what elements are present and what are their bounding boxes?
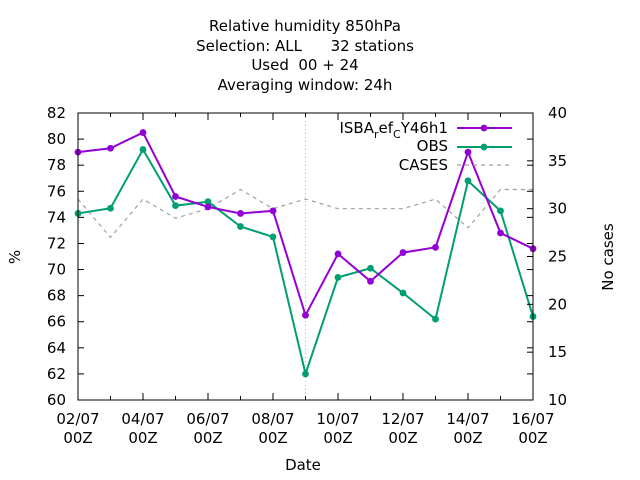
- title-line-3: Used 00 + 24: [251, 56, 358, 74]
- x-tick-label: 12/07: [381, 410, 424, 428]
- y2-tick-label: 15: [548, 343, 567, 361]
- x-tick-sublabel: 00Z: [388, 429, 417, 447]
- x-tick-label: 06/07: [186, 410, 229, 428]
- x-axis: 02/0700Z04/0700Z06/0700Z08/0700Z10/0700Z…: [56, 113, 555, 447]
- y-axis-right: 10 15 20 25 30 35 40: [527, 104, 567, 409]
- y-tick-label: 70: [47, 261, 66, 279]
- y-tick-label: 78: [47, 156, 66, 174]
- x-tick-sublabel: 00Z: [128, 429, 157, 447]
- obs-point: [237, 223, 244, 230]
- obs-point: [464, 177, 472, 185]
- model-point: [269, 207, 277, 215]
- obs-point: [334, 273, 342, 281]
- y-axis-left: 60 62 64 66 68 70 72 74 76 78 80 82: [47, 104, 533, 409]
- obs-series: [74, 146, 537, 378]
- model-point: [107, 144, 114, 152]
- model-point: [399, 249, 407, 256]
- x-tick-label: 02/07: [56, 410, 99, 428]
- y2-tick-label: 35: [548, 152, 567, 170]
- title-line-2: Selection: ALL 32 stations: [196, 37, 414, 55]
- legend-label-cases: CASES: [399, 156, 448, 174]
- title-line-4: Averaging window: 24h: [218, 76, 393, 94]
- legend-marker: [480, 124, 488, 132]
- y2-tick-label: 20: [548, 295, 567, 313]
- obs-point: [204, 198, 212, 206]
- model-point: [432, 243, 439, 251]
- model-point: [204, 203, 212, 211]
- model-point: [139, 129, 147, 136]
- x-tick-label: 04/07: [121, 410, 164, 428]
- y-tick-label: 66: [47, 313, 66, 331]
- y2-tick-label: 10: [548, 391, 567, 409]
- x-tick-label: 14/07: [446, 410, 489, 428]
- legend-label-model: ISBArefCY46h1: [339, 119, 448, 141]
- legend-label-obs: OBS: [417, 137, 448, 155]
- x-tick-label: 08/07: [251, 410, 294, 428]
- legend-swatch-model: [457, 124, 512, 132]
- model-line: [77, 131, 534, 318]
- y-tick-label: 68: [47, 287, 66, 305]
- obs-point: [399, 289, 407, 297]
- x-axis-label: Date: [285, 456, 321, 474]
- y2-tick-label: 25: [548, 248, 567, 266]
- x-tick-sublabel: 00Z: [323, 429, 352, 447]
- model-point: [367, 277, 374, 285]
- y2-axis-label: No cases: [599, 223, 617, 291]
- chart-title: Relative humidity 850hPa Selection: ALL …: [196, 17, 414, 94]
- obs-point: [172, 202, 179, 210]
- y2-tick-label: 30: [548, 200, 567, 218]
- obs-point: [139, 146, 147, 153]
- x-tick-sublabel: 00Z: [518, 429, 547, 447]
- x-tick-label: 16/07: [511, 410, 554, 428]
- y-tick-label: 62: [47, 365, 66, 383]
- x-tick-sublabel: 00Z: [453, 429, 482, 447]
- cases-line: [77, 188, 533, 239]
- model-point: [302, 311, 309, 319]
- model-point: [497, 229, 504, 237]
- y2-tick-label: 40: [548, 104, 567, 122]
- y-axis-label: %: [6, 250, 24, 264]
- legend-swatch-obs: [457, 143, 512, 151]
- model-point: [237, 210, 244, 217]
- obs-point: [367, 264, 374, 272]
- obs-point: [107, 204, 114, 212]
- y-tick-label: 72: [47, 234, 66, 252]
- x-tick-sublabel: 00Z: [193, 429, 222, 447]
- x-tick-sublabel: 00Z: [63, 429, 92, 447]
- cases-series: [77, 188, 533, 239]
- x-tick-label: 10/07: [316, 410, 359, 428]
- y-tick-label: 80: [47, 130, 66, 148]
- obs-point: [302, 370, 309, 378]
- legend: ISBArefCY46h1 OBS CASES: [339, 119, 512, 174]
- y-tick-label: 74: [47, 208, 66, 226]
- obs-point: [269, 233, 277, 241]
- y-tick-label: 82: [47, 104, 66, 122]
- model-point: [334, 250, 342, 258]
- model-point: [464, 148, 472, 156]
- title-line-1: Relative humidity 850hPa: [209, 17, 401, 35]
- legend-marker: [480, 143, 488, 151]
- y-tick-label: 64: [47, 339, 66, 357]
- obs-point: [432, 315, 439, 323]
- x-tick-sublabel: 00Z: [258, 429, 287, 447]
- y-tick-label: 60: [47, 391, 66, 409]
- obs-point: [497, 207, 504, 215]
- model-series: [74, 129, 537, 319]
- y-tick-label: 76: [47, 182, 66, 200]
- model-point: [172, 193, 179, 200]
